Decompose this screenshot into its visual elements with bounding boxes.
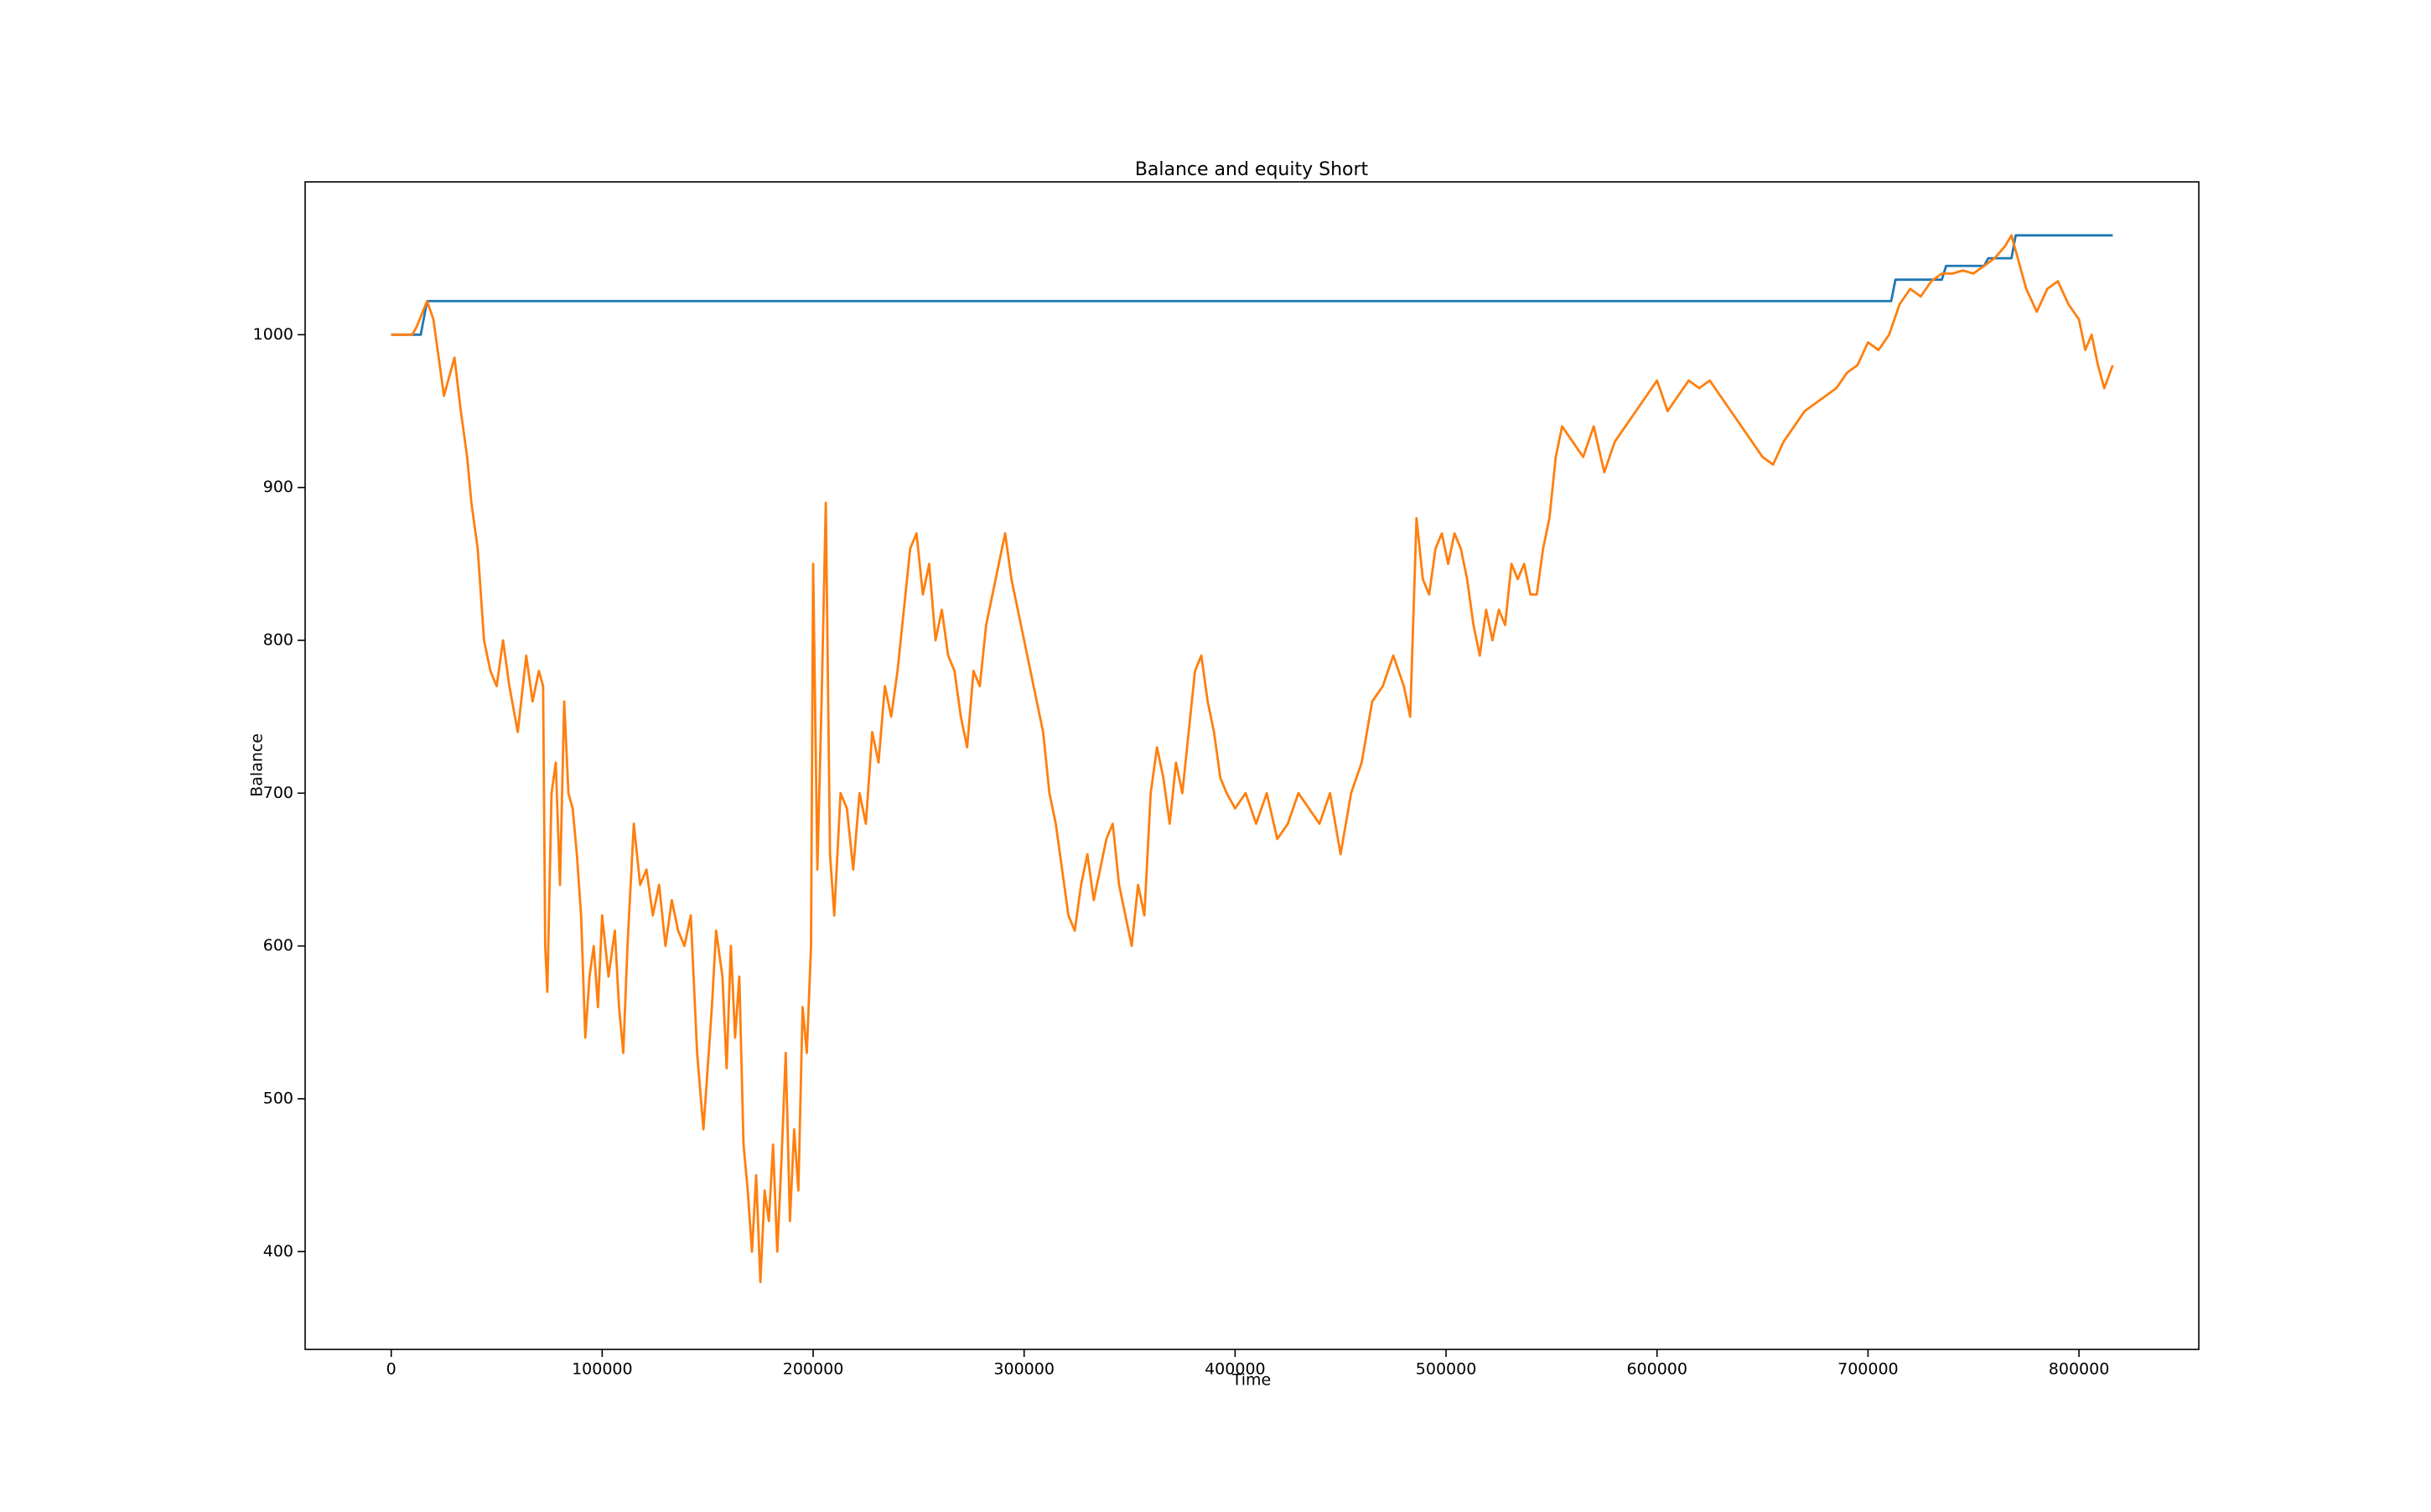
series-line — [391, 234, 2114, 1284]
plot-frame — [304, 181, 2200, 1350]
y-tick-label: 400 — [263, 1242, 293, 1261]
y-tick-label: 1000 — [253, 325, 293, 344]
x-tick-label: 500000 — [1416, 1360, 1477, 1379]
x-tick-label: 300000 — [993, 1360, 1055, 1379]
x-tick-label: 600000 — [1626, 1360, 1687, 1379]
x-tick-label: 400000 — [1205, 1360, 1266, 1379]
x-axis-label: Time — [1231, 1371, 1272, 1390]
x-tick-label: 700000 — [1838, 1360, 1899, 1379]
y-tick-label: 900 — [263, 478, 293, 496]
x-tick-label: 0 — [386, 1360, 397, 1379]
y-tick-label: 600 — [263, 936, 293, 955]
y-axis-label: Balance — [248, 733, 267, 797]
x-tick-label: 800000 — [2049, 1360, 2110, 1379]
y-tick-label: 700 — [263, 784, 293, 802]
y-tick-label: 800 — [263, 630, 293, 649]
x-tick-label: 200000 — [783, 1360, 844, 1379]
x-tick-label: 100000 — [572, 1360, 633, 1379]
chart-title: Balance and equity Short — [1135, 159, 1369, 180]
y-tick-label: 500 — [263, 1089, 293, 1107]
